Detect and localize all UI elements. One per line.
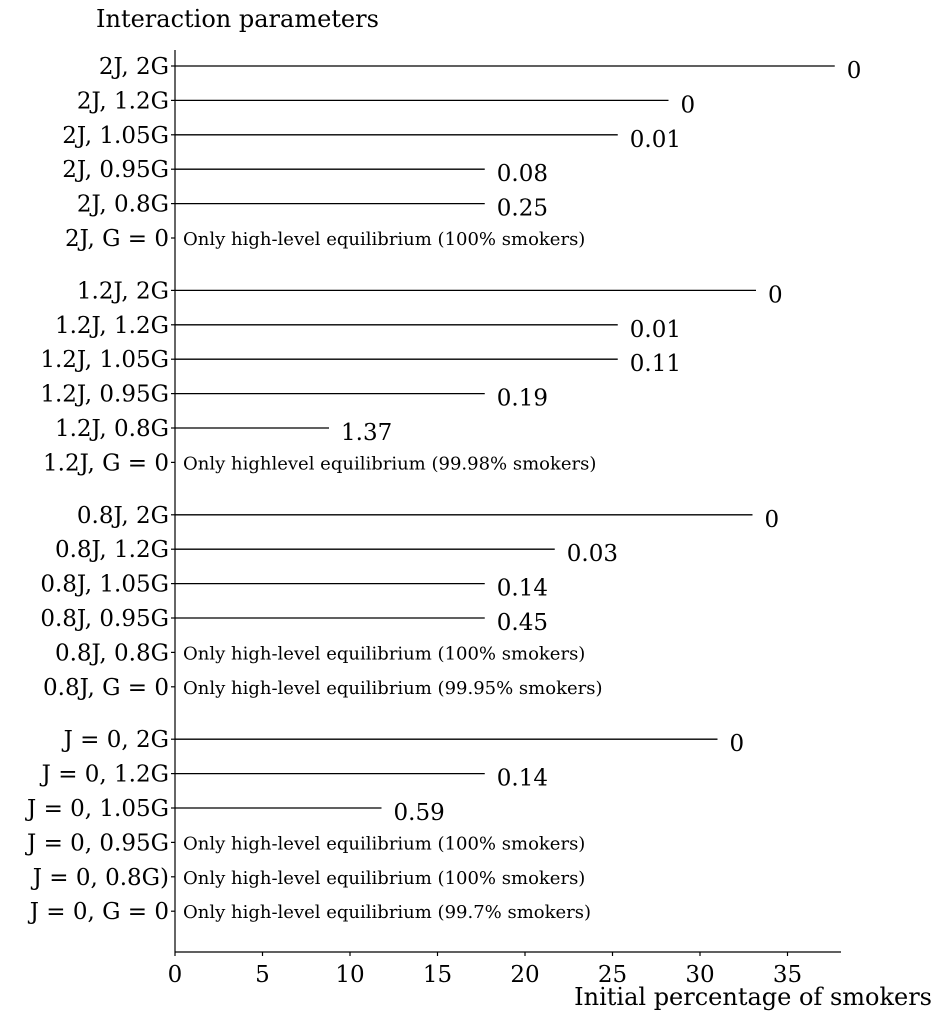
bar-value-label: 0.01: [630, 127, 681, 153]
bar-value-label: 0.08: [497, 161, 548, 187]
row-label: 0.8J, 1.05G: [40, 572, 169, 598]
bar-value-label: 0.45: [497, 610, 548, 636]
row-label: 0.8J, 1.2G: [55, 537, 169, 563]
bar-value-label: 0.03: [567, 541, 618, 567]
row-label: 0.8J, 2G: [77, 503, 169, 529]
row-label: 1.2J, 1.2G: [55, 313, 169, 339]
row-label: 1.2J, 1.05G: [40, 347, 169, 373]
x-tick-label: 5: [255, 962, 270, 988]
equilibrium-note: Only high-level equilibrium (99.95% smok…: [183, 678, 603, 699]
bar-value-label: 0: [730, 731, 745, 757]
bar-value-label: 0: [765, 507, 780, 533]
equilibrium-note: Only high-level equilibrium (100% smoker…: [183, 643, 585, 664]
row-label: J = 0, 1.2G: [40, 762, 169, 788]
x-tick-label: 0: [168, 962, 183, 988]
bar-value-label: 0.59: [394, 800, 445, 826]
row-label: 0.8J, 0.8G: [55, 640, 169, 666]
x-axis-label: Initial percentage of smokers: [574, 983, 932, 1011]
equilibrium-note: Only high-level equilibrium (100% smoker…: [183, 229, 585, 250]
bar-value-label: 0.14: [497, 576, 548, 602]
row-label: 0.8J, 0.95G: [40, 606, 169, 632]
chart-title: Interaction parameters: [96, 5, 379, 33]
bar-value-label: 0: [681, 92, 696, 118]
row-label: 1.2J, 2G: [77, 278, 169, 304]
row-label: 2J, 0.8G: [77, 192, 169, 218]
x-tick-label: 20: [510, 962, 539, 988]
bar-value-label: 0.01: [630, 317, 681, 343]
row-label: 0.8J, G = 0: [43, 675, 169, 701]
bar-value-label: 0.14: [497, 766, 548, 792]
bar-value-label: 0.11: [630, 351, 681, 377]
row-label: 2J, G = 0: [65, 226, 169, 252]
x-tick-label: 25: [598, 962, 627, 988]
x-ticks-layer: 0 5 10 15 20 25 30 35: [168, 952, 802, 988]
row-label: 1.2J, G = 0: [43, 450, 169, 476]
x-tick-label: 30: [685, 962, 714, 988]
row-label: J = 0, 0.95G: [25, 830, 169, 856]
row-label: 2J, 1.2G: [77, 88, 169, 114]
bar-value-label: 1.37: [341, 420, 392, 446]
row-label: 2J, 2G: [99, 54, 169, 80]
row-label: 1.2J, 0.8G: [55, 416, 169, 442]
bar-value-label: 0: [768, 282, 783, 308]
bar-value-label: 0: [847, 58, 862, 84]
row-label: 2J, 0.95G: [62, 157, 169, 183]
axes-layer: [174, 50, 841, 953]
equilibrium-note: Only high-level equilibrium (99.7% smoke…: [183, 902, 591, 923]
row-label: J = 0, 0.8G): [31, 865, 169, 891]
row-label: 1.2J, 0.95G: [40, 382, 169, 408]
x-tick-label: 10: [335, 962, 364, 988]
x-tick-label: 35: [773, 962, 802, 988]
row-label: J = 0, 2G: [62, 727, 169, 753]
bars-layer: 2J, 2G 0 2J, 1.2G 0 2J, 1.05G 0.01 2J, 0.95G 0.…: [25, 54, 861, 925]
bar-value-label: 0.25: [497, 196, 548, 222]
row-label: J = 0, G = 0: [28, 899, 169, 925]
equilibrium-note: Only high-level equilibrium (100% smoker…: [183, 868, 585, 889]
row-label: J = 0, 1.05G: [25, 796, 169, 822]
bar-value-label: 0.19: [497, 386, 548, 412]
equilibrium-note: Only high-level equilibrium (100% smoker…: [183, 833, 585, 854]
x-tick-label: 15: [423, 962, 452, 988]
equilibrium-note: Only highlevel equilibrium (99.98% smoke…: [183, 453, 596, 474]
row-label: 2J, 1.05G: [62, 123, 169, 149]
